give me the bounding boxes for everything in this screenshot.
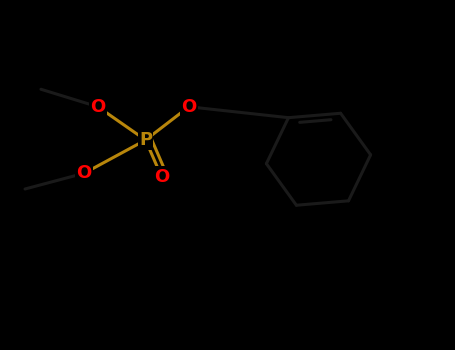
Text: P: P bbox=[139, 131, 152, 149]
Text: O: O bbox=[181, 98, 197, 116]
Text: O: O bbox=[154, 168, 169, 186]
Text: O: O bbox=[90, 98, 106, 116]
Text: O: O bbox=[76, 164, 92, 182]
